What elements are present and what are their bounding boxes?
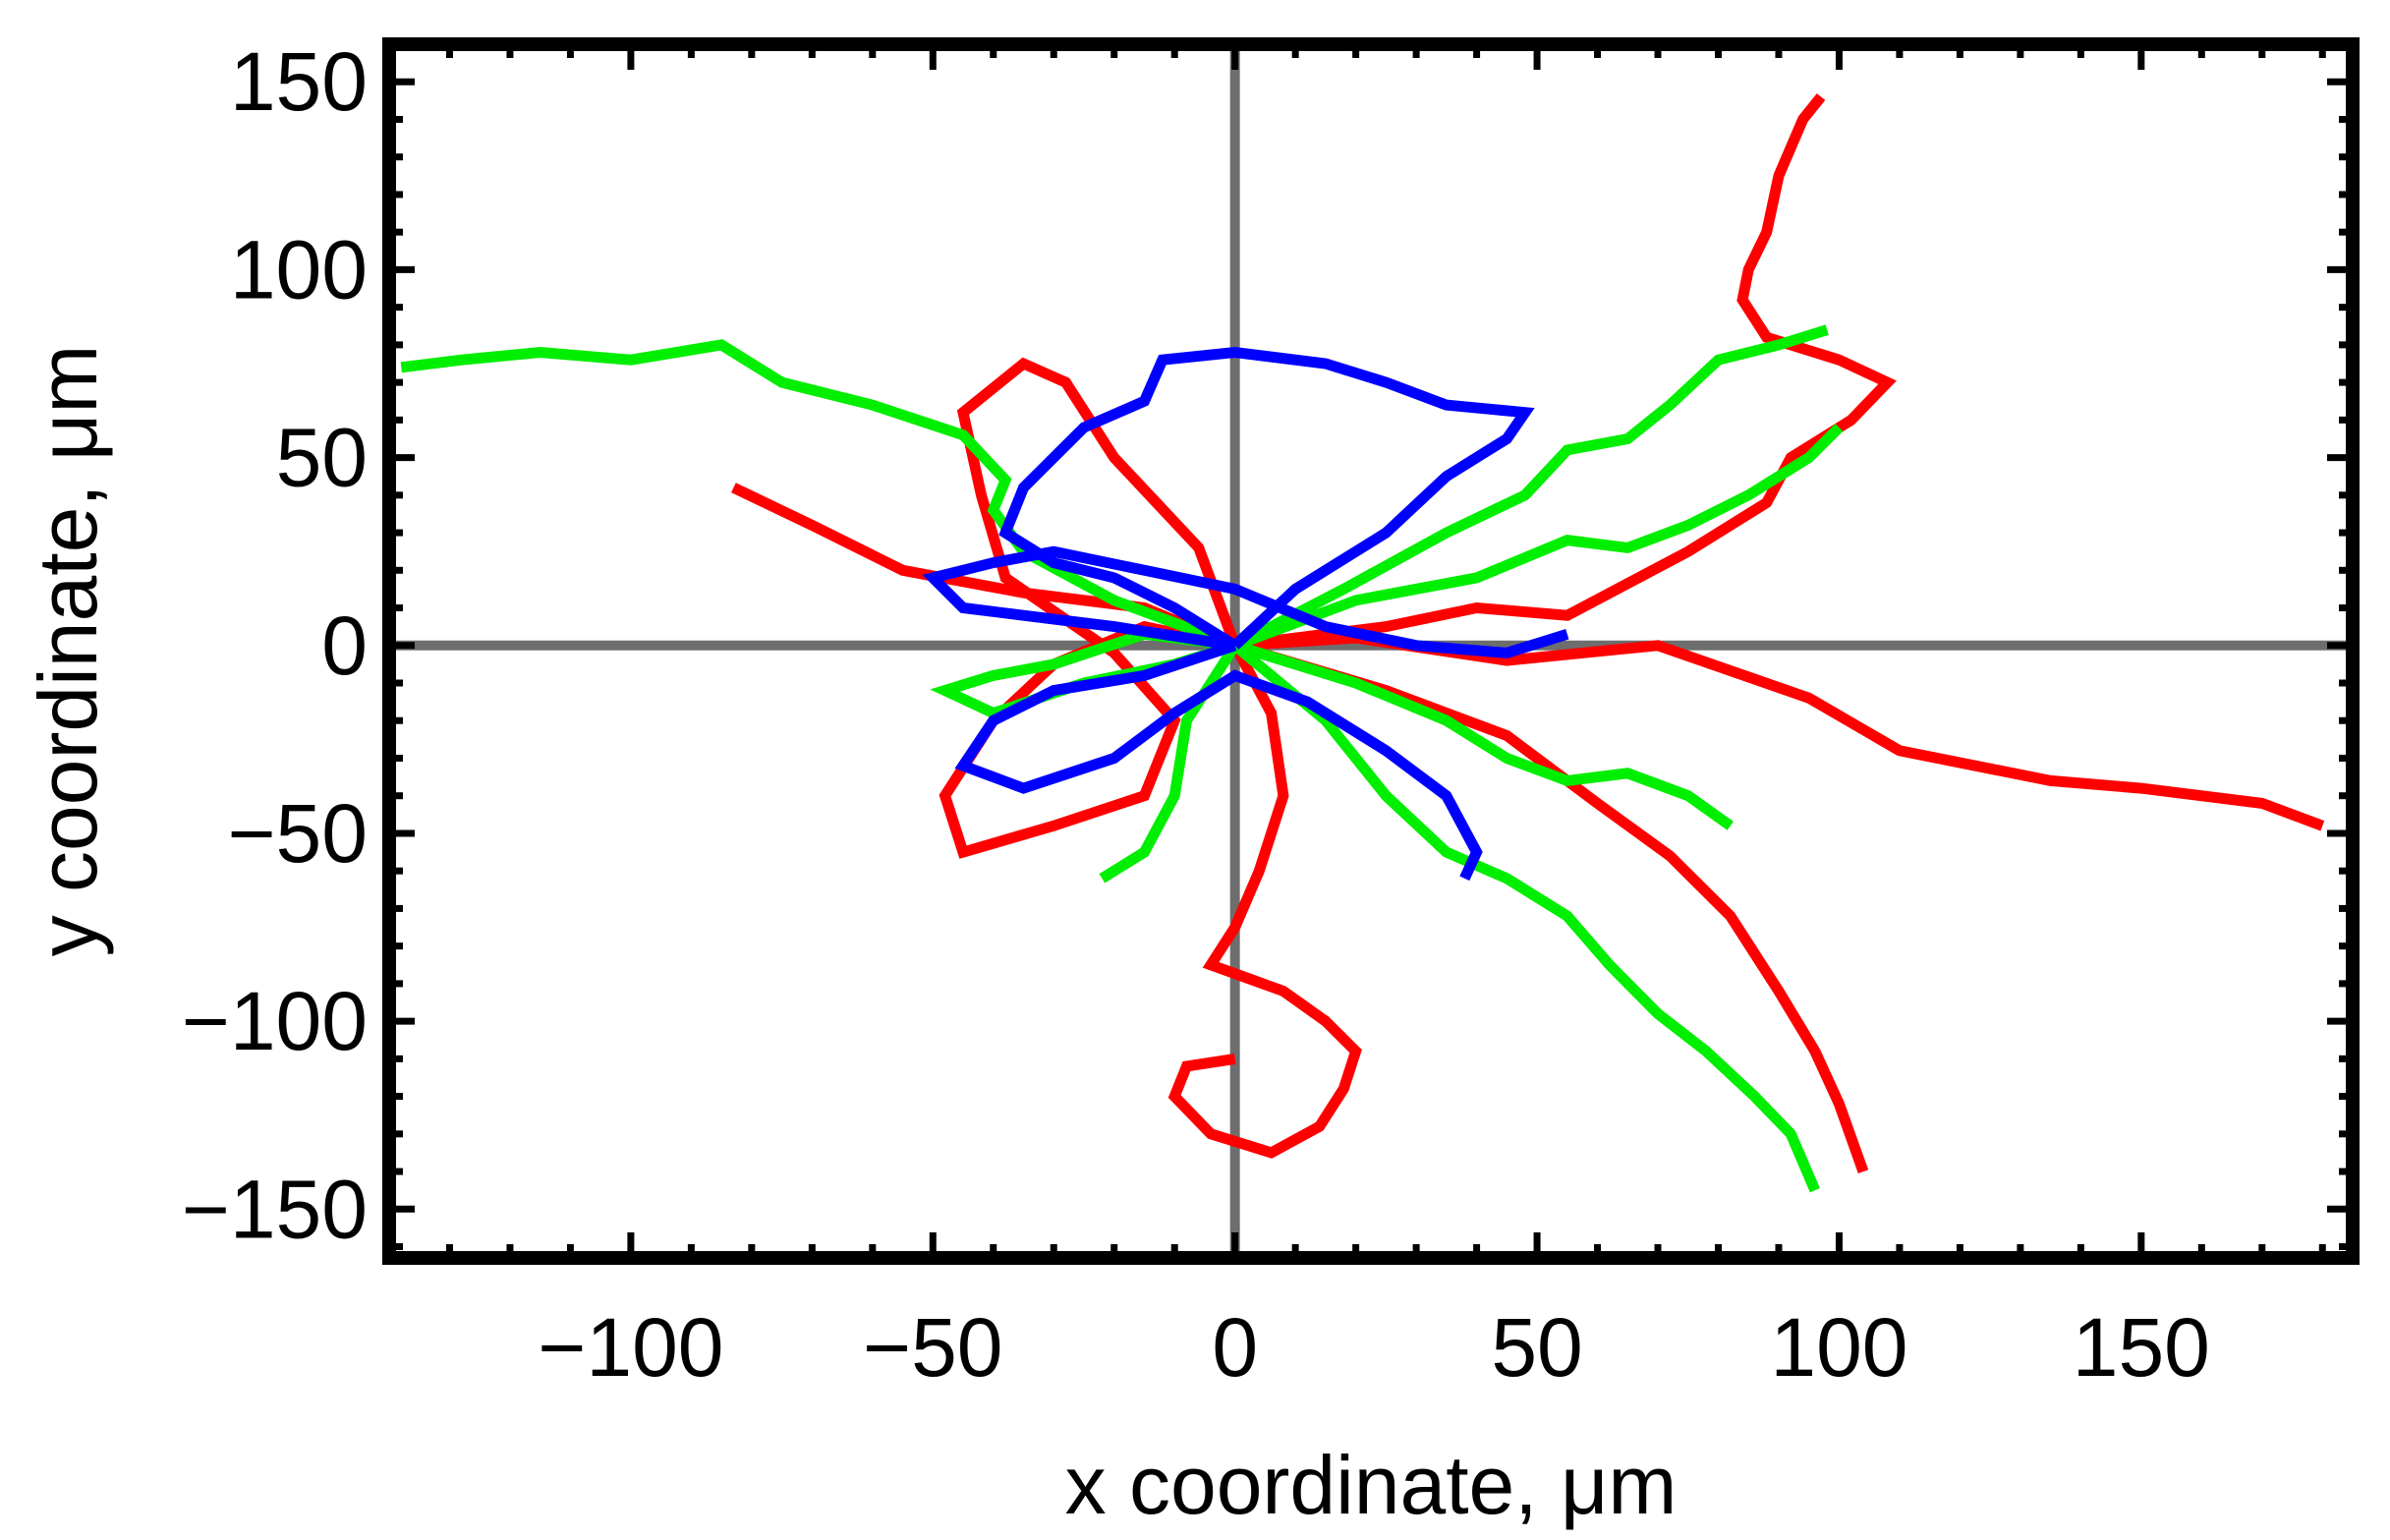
y-tick-label: −50 (228, 787, 369, 880)
y-tick-label: 50 (276, 412, 368, 504)
trajectory-line (922, 545, 1569, 658)
plot-area (382, 37, 2360, 1265)
trajectory-line (1232, 424, 1844, 651)
plot-background (389, 44, 2353, 1258)
trajectory-line (954, 640, 1483, 882)
x-tick-labels: −100 −50 0 50 100 150 (538, 1301, 2210, 1394)
x-tick-label: 50 (1491, 1301, 1582, 1394)
x-tick-label: 0 (1212, 1301, 1258, 1394)
trajectory-line (400, 339, 1237, 651)
x-axis-title: x coordinate, μm (1065, 1439, 1678, 1531)
y-tick-label: 150 (230, 35, 368, 128)
y-tick-label: 100 (230, 223, 368, 315)
x-tick-label: −50 (863, 1301, 1003, 1394)
trajectory-line (1233, 640, 1869, 1173)
y-tick-labels: −150 −100 −50 0 50 100 150 (182, 35, 368, 1255)
trajectory-line (1234, 93, 1897, 652)
trajectory-line (998, 346, 1535, 651)
trajectory-line (1167, 643, 1362, 1159)
x-tick-label: 100 (1770, 1301, 1907, 1394)
series-layer (400, 93, 2325, 1193)
y-tick-label: −150 (182, 1163, 368, 1255)
trajectory-line (1232, 324, 1829, 651)
x-tick-label: −100 (538, 1301, 723, 1394)
trajectory-line (1231, 641, 1820, 1193)
y-axis-title: y coordinate, μm (22, 345, 114, 957)
y-tick-label: −100 (182, 975, 368, 1067)
trajectory-line (1233, 640, 1734, 830)
y-tick-label: 0 (321, 599, 368, 692)
x-tick-label: 150 (2073, 1301, 2210, 1394)
plot-frame (382, 37, 2360, 1265)
